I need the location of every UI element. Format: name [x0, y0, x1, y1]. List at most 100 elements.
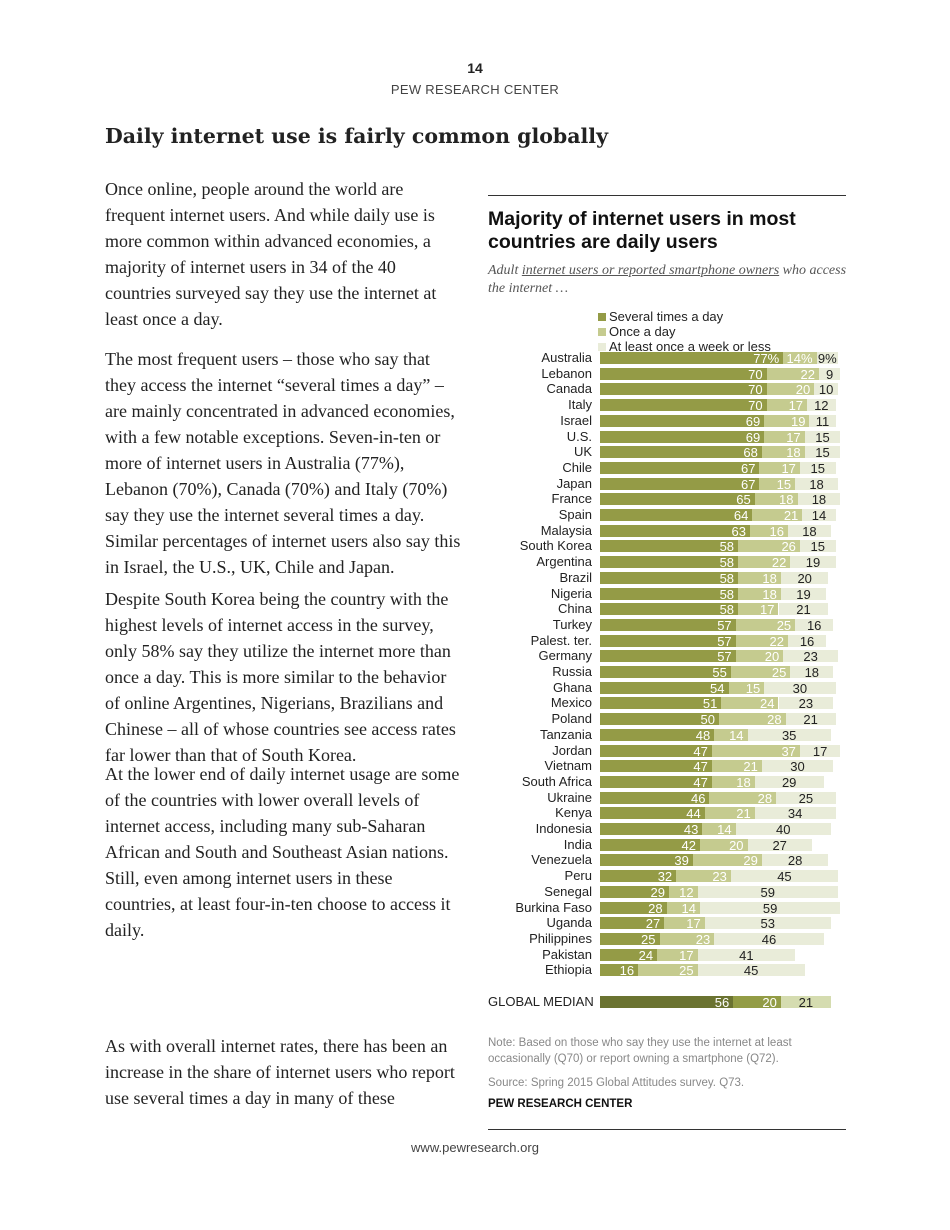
bar-weekly-or-less: 30 [761, 760, 834, 773]
bar-weekly-or-less: 15 [799, 540, 836, 553]
row-label: Lebanon [541, 365, 592, 381]
row-label: Poland [551, 711, 592, 727]
row-label: Ethiopia [545, 962, 592, 978]
footer-url: www.pewresearch.org [411, 1140, 539, 1155]
row-label: Australia [541, 350, 592, 365]
bar-several-times: 47 [600, 744, 712, 758]
bar-weekly-or-less: 17 [799, 744, 841, 758]
bar-several-times: 29 [600, 885, 670, 899]
bar-weekly-or-less: 21 [785, 713, 836, 726]
row-label: Peru [564, 868, 592, 884]
chart-note: Note: Based on those who say they use th… [488, 1037, 792, 1065]
bar-weekly-or-less: 18 [790, 666, 834, 679]
bar-weekly-or-less: 18 [797, 493, 841, 506]
paragraph: Once online, people around the world are… [105, 179, 437, 329]
legend-label: Once a day [609, 324, 676, 339]
bar-once-a-day: 23 [659, 932, 715, 946]
row-label: Venezuela [531, 852, 592, 868]
bar-weekly-or-less: 15 [804, 446, 841, 459]
bar-weekly-or-less: 27 [747, 838, 812, 852]
bar-weekly-or-less: 34 [754, 807, 836, 820]
bar-weekly-or-less: 59 [697, 885, 838, 899]
row-label: GLOBAL MEDIAN [488, 994, 594, 1009]
bar-weekly-or-less: 40 [735, 823, 831, 836]
bar-once-a-day: 25 [735, 618, 796, 632]
bar-once-a-day: 14 [702, 823, 736, 836]
bar-several-times: 57 [600, 650, 736, 663]
bar-several-times: 32 [600, 870, 677, 883]
row-label: Jordan [552, 742, 592, 758]
bar-several-times: 67 [600, 461, 760, 475]
bar-several-times: 39 [600, 854, 693, 867]
bar-once-a-day: 16 [749, 524, 789, 538]
bar-weekly-or-less: 53 [704, 917, 831, 930]
row-label: India [563, 836, 592, 852]
bar-several-times: 68 [600, 446, 762, 459]
bar-once-a-day: 25 [638, 964, 698, 977]
row-label: Pakistan [542, 946, 592, 962]
row-label: Brazil [559, 569, 592, 585]
bar-several-times: 64 [600, 509, 753, 522]
bar-once-a-day: 15 [728, 681, 765, 695]
bar-weekly-or-less: 46 [714, 932, 824, 946]
row-label: Kenya [555, 805, 592, 821]
bar-several-times: 69 [600, 414, 765, 428]
row-label: Philippines [529, 930, 592, 946]
bar-once-a-day: 12 [669, 885, 698, 899]
bar-once-a-day: 18 [738, 587, 781, 601]
bar-several-times: 47 [600, 775, 712, 789]
bar-once-a-day: 22 [735, 634, 789, 648]
bar-several-times: 65 [600, 493, 755, 506]
bar-several-times: 51 [600, 697, 722, 710]
bar-once-a-day: 24 [721, 697, 779, 710]
bar-weekly-or-less: 12 [807, 399, 836, 412]
bar-weekly-or-less: 14 [802, 509, 836, 522]
bar-once-a-day: 29 [692, 854, 762, 867]
bar-weekly-or-less: 18 [788, 524, 831, 538]
bar-several-times: 28 [600, 901, 667, 915]
bar-several-times: 46 [600, 791, 710, 805]
row-label: France [551, 491, 592, 507]
chart-brand: PEW RESEARCH CENTER [488, 1098, 633, 1110]
bar-once-a-day: 23 [676, 870, 731, 883]
bar-several-times: 58 [600, 571, 739, 585]
bar-once-a-day: 21 [704, 807, 755, 820]
chart-title: Majority of internet users in most count… [488, 208, 796, 253]
bar-weekly-or-less: 21 [778, 603, 829, 616]
row-label: Spain [558, 507, 592, 522]
bar-once-a-day: 17 [664, 917, 705, 930]
bar-weekly-or-less: 16 [795, 618, 834, 632]
bar-several-times: 27 [600, 917, 665, 930]
bar-several-times: 24 [600, 948, 658, 962]
bar-weekly-or-less: 59 [699, 901, 841, 915]
bar-several-times: 67 [600, 477, 760, 491]
row-label: Italy [568, 397, 592, 413]
header-org: PEW RESEARCH CENTER [390, 82, 560, 97]
row-label: Japan [556, 475, 592, 491]
bar-once-a-day: 14% [783, 352, 817, 365]
bar-once-a-day: 18 [711, 775, 755, 789]
bar-several-times: 16 [600, 964, 639, 977]
bar-once-a-day: 26 [738, 540, 800, 553]
row-label: UK [573, 444, 592, 460]
bar-weekly-or-less: 45 [697, 964, 805, 977]
bar-weekly-or-less: 9% [816, 351, 838, 366]
bar-once-a-day: 18 [761, 446, 805, 459]
chart-top-rule [488, 195, 846, 196]
bar-once-a-day: 18 [738, 571, 781, 585]
bar-several-times: 42 [600, 838, 700, 852]
bar-several-times: 77% [600, 352, 784, 365]
subtitle-pre: Adult [488, 263, 522, 278]
subtitle-link: internet users or reported smartphone ow… [521, 263, 780, 278]
row-label: China [558, 601, 592, 617]
paragraph: As with overall internet rates, there ha… [105, 1036, 455, 1108]
legend-swatch [598, 343, 606, 351]
bar-once-a-day: 20 [735, 650, 784, 663]
row-label: Mexico [550, 695, 592, 711]
section-heading: Daily internet use is fairly common glob… [105, 124, 609, 148]
bar-several-times: 58 [600, 556, 739, 569]
bar-once-a-day: 28 [719, 713, 786, 726]
bar-weekly-or-less: 30 [764, 681, 836, 695]
bar-once-a-day: 17 [738, 603, 779, 616]
bar-several-times: 58 [600, 603, 739, 616]
